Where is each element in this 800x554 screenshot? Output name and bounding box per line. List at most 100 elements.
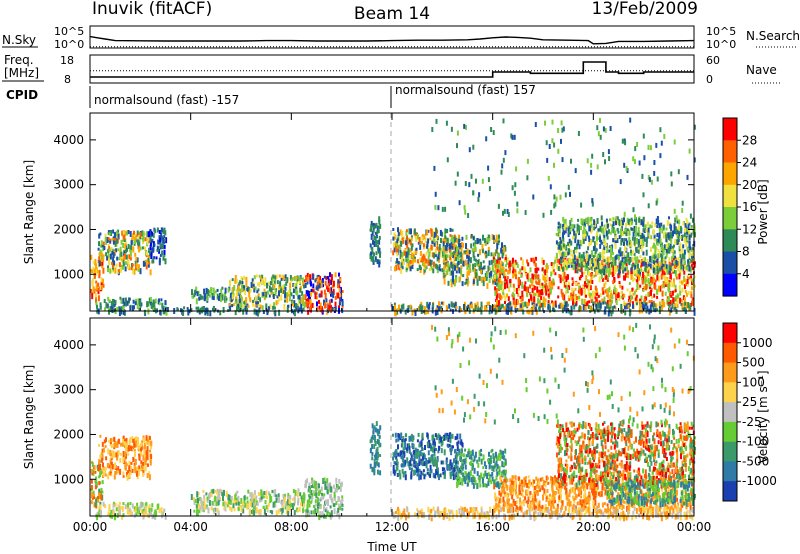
heatmap-cell [559, 194, 562, 200]
heatmap-cell [461, 281, 464, 287]
heatmap-cell [310, 480, 313, 484]
heatmap-cell [433, 252, 436, 259]
heatmap-cell [455, 257, 458, 262]
heatmap-cell [419, 265, 422, 270]
heatmap-cell [134, 509, 137, 513]
heatmap-cell [576, 269, 579, 274]
heatmap-cell [112, 229, 115, 234]
heatmap-cell [687, 274, 690, 278]
heatmap-cell [246, 503, 249, 510]
heatmap-cell [326, 510, 329, 514]
heatmap-cell [102, 257, 105, 262]
heatmap-cell [499, 257, 501, 261]
heatmap-cell [115, 230, 118, 237]
heatmap-cell [693, 284, 696, 288]
heatmap-cell [629, 290, 632, 296]
heatmap-cell [107, 253, 110, 258]
heatmap-cell [270, 496, 273, 503]
heatmap-cell [96, 304, 98, 309]
heatmap-cell [637, 269, 640, 274]
heatmap-cell [687, 259, 690, 265]
heatmap-cell [131, 468, 134, 473]
heatmap-cell [492, 235, 495, 241]
heatmap-cell [260, 277, 262, 284]
heatmap-cell [98, 256, 101, 262]
heatmap-cell [445, 271, 448, 275]
heatmap-cell [618, 263, 621, 270]
heatmap-cell [408, 261, 411, 268]
heatmap-cell [373, 235, 376, 241]
heatmap-cell [321, 492, 323, 496]
heatmap-cell [400, 240, 403, 247]
heatmap-cell [662, 232, 665, 236]
heatmap-cell [319, 506, 322, 510]
nsky-panel: N.Sky 10^5 10^0 10^5 10^0 N.Search [2, 25, 800, 51]
heatmap-cell [562, 232, 564, 239]
heatmap-cell [334, 301, 337, 307]
heatmap-cell [623, 245, 626, 251]
heatmap-cell [287, 492, 290, 498]
heatmap-cell [340, 287, 342, 293]
heatmap-cell [663, 302, 666, 308]
heatmap-cell [633, 236, 636, 241]
heatmap-cell [112, 298, 114, 304]
heatmap-cell [564, 192, 567, 198]
heatmap-cell [102, 254, 105, 258]
heatmap-cell [287, 290, 290, 295]
heatmap-cell [518, 271, 521, 275]
heatmap-cell [306, 499, 309, 505]
heatmap-cell [432, 459, 435, 464]
heatmap-cell [465, 251, 468, 255]
heatmap-cell [265, 505, 268, 510]
heatmap-cell [605, 274, 608, 280]
heatmap-cell [650, 287, 653, 292]
heatmap-cell [577, 284, 580, 287]
heatmap-cell [585, 217, 588, 224]
heatmap-cell [429, 237, 432, 241]
heatmap-cell [124, 451, 127, 457]
heatmap-cell [105, 456, 108, 461]
heatmap-cell [259, 276, 262, 280]
heatmap-cell [243, 275, 246, 280]
heatmap-cell [113, 232, 116, 239]
heatmap-cell [113, 436, 116, 442]
heatmap-cell [651, 264, 654, 268]
heatmap-cell [269, 493, 272, 499]
heatmap-cell [267, 281, 270, 285]
heatmap-cell [222, 495, 224, 502]
heatmap-cell [131, 503, 134, 509]
heatmap-cell [92, 469, 95, 476]
heatmap-cell [692, 278, 695, 284]
heatmap-cell [539, 283, 542, 288]
heatmap-cell [422, 262, 424, 266]
heatmap-cell [122, 435, 125, 441]
heatmap-cell [494, 289, 497, 296]
heatmap-cell [659, 267, 661, 272]
heatmap-cell [466, 254, 469, 259]
heatmap-cell [334, 306, 337, 312]
heatmap-cell [333, 307, 336, 311]
heatmap-cell [584, 281, 586, 285]
heatmap-cell [582, 285, 585, 289]
heatmap-cell [434, 204, 437, 210]
heatmap-cell [399, 247, 402, 252]
heatmap-cell [241, 288, 244, 293]
heatmap-cell [128, 465, 131, 472]
heatmap-cell [273, 492, 276, 497]
heatmap-cell [239, 288, 242, 295]
heatmap-cell [413, 228, 416, 235]
heatmap-cell [306, 303, 309, 309]
heatmap-cell [670, 224, 673, 231]
heatmap-cell [616, 238, 619, 243]
heatmap-cell [542, 259, 545, 265]
heatmap-cell [507, 306, 510, 313]
heatmap-cell [127, 230, 130, 234]
heatmap-cell [534, 306, 537, 312]
heatmap-cell [582, 258, 585, 263]
freq-label: Freq. [4, 53, 34, 67]
heatmap-cell [518, 279, 521, 286]
heatmap-cell [606, 246, 609, 253]
heatmap-cell [419, 244, 422, 250]
heatmap-cell [331, 306, 334, 311]
